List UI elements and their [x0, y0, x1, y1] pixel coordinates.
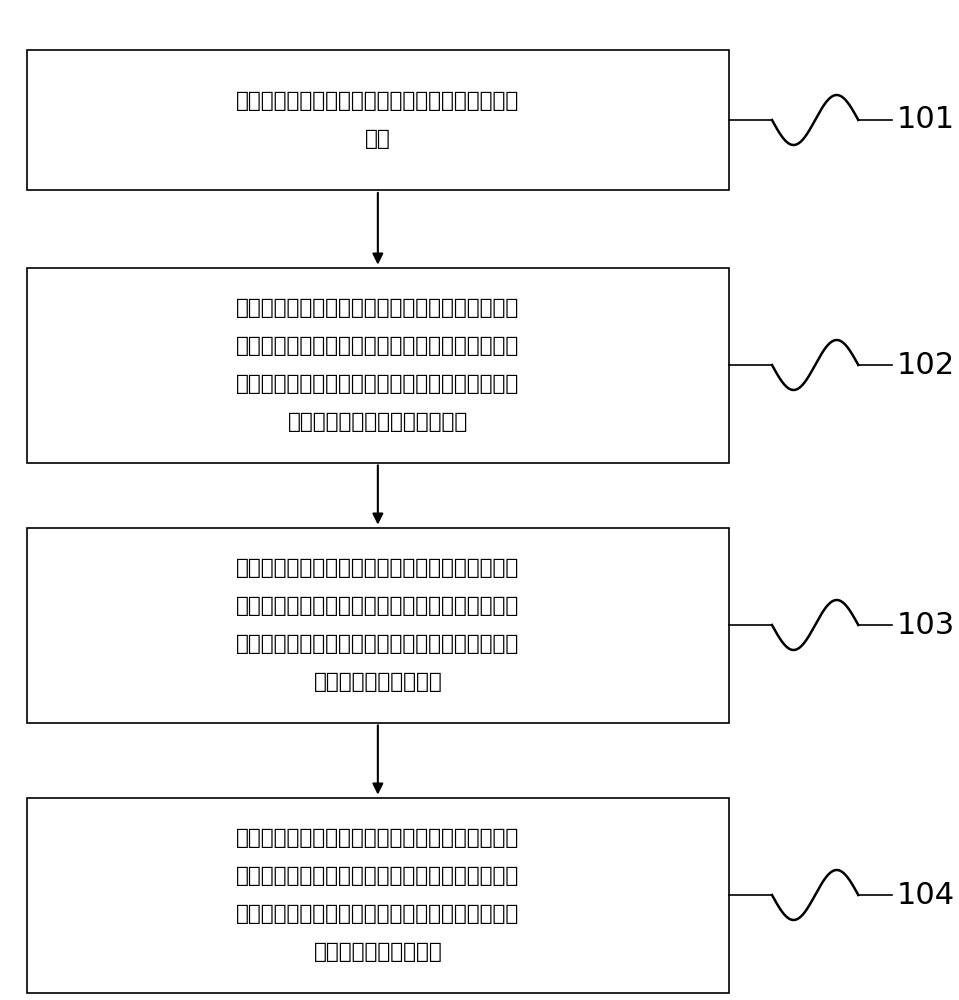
Text: 对安装好的摄像头进行坐标系建立，并计算摄像头: 对安装好的摄像头进行坐标系建立，并计算摄像头 [236, 91, 520, 111]
Text: 器发送声信号发射信息，并控制摄像头对信号发生: 器发送声信号发射信息，并控制摄像头对信号发生 [236, 596, 520, 616]
Text: 器发出的声信号进行接收，并将摄像头接收到的声: 器发出的声信号进行接收，并将摄像头接收到的声 [236, 634, 520, 654]
Text: 处理器根据接收到的光信号对信号发生器进行初步: 处理器根据接收到的光信号对信号发生器进行初步 [236, 828, 520, 848]
Text: 104: 104 [897, 880, 955, 910]
Text: 处理器接收自信号发生器发出的定位申请信息后，: 处理器接收自信号发生器发出的定位申请信息后， [236, 298, 520, 318]
Text: 对其视野范围内的光信号进行接收，并将摄像头接: 对其视野范围内的光信号进行接收，并将摄像头接 [236, 374, 520, 394]
Text: 号发生器距离摄像头的距离，结合摄像头参数得出: 号发生器距离摄像头的距离，结合摄像头参数得出 [236, 904, 520, 924]
Text: 收到的光信号发送回处理器确认: 收到的光信号发送回处理器确认 [288, 412, 468, 432]
Text: 101: 101 [897, 105, 955, 134]
Bar [27, 50, 729, 190]
Bar [27, 267, 729, 462]
Text: 处理器对接收到的光信号通过确认后，向信号发生: 处理器对接收到的光信号通过确认后，向信号发生 [236, 558, 520, 578]
Bar [27, 528, 729, 722]
Text: 102: 102 [897, 351, 955, 379]
Text: 定位，并根据接收到声信号的声信号时间差确定信: 定位，并根据接收到声信号的声信号时间差确定信 [236, 866, 520, 886]
Text: 向信号发生器发送光信号发射信号，并控制摄像头: 向信号发生器发送光信号发射信号，并控制摄像头 [236, 336, 520, 356]
Bar [27, 798, 729, 992]
Text: 参数: 参数 [365, 129, 390, 149]
Text: 信号发送回处理器处理: 信号发送回处理器处理 [314, 672, 442, 692]
Text: 103: 103 [897, 610, 955, 640]
Text: 信号发生器的坐标信息: 信号发生器的坐标信息 [314, 942, 442, 962]
